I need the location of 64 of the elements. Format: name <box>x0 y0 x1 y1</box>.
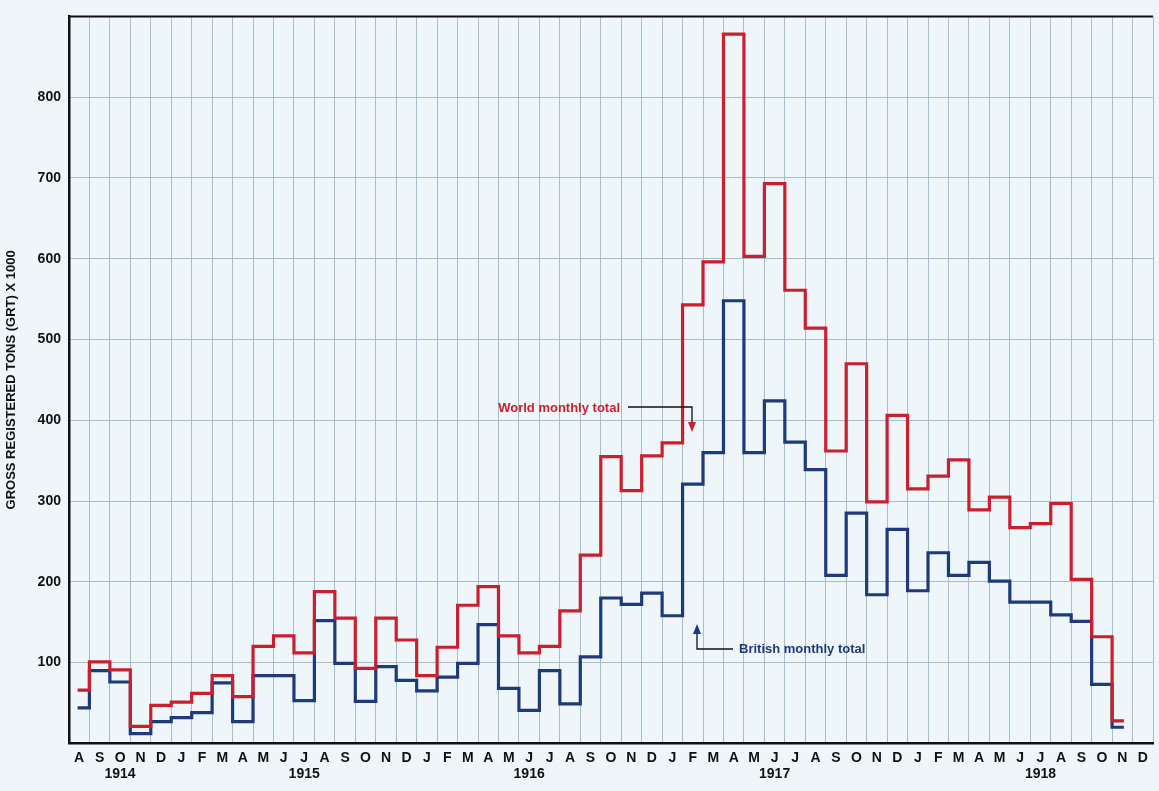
x-tick-label: M <box>707 748 720 765</box>
x-tick-label: M <box>257 748 270 765</box>
x-tick-label: J <box>1016 748 1024 765</box>
x-tick-label: M <box>216 748 229 765</box>
x-tick-label: N <box>626 748 637 765</box>
x-tick-label: A <box>810 748 821 765</box>
x-tick-label: M <box>461 748 474 765</box>
x-tick-label: M <box>993 748 1006 765</box>
x-tick-label: J 1918 <box>1024 748 1057 782</box>
x-tick-label: N <box>871 748 882 765</box>
x-tick-label: O <box>1096 748 1108 765</box>
x-tick-label: J <box>791 748 799 765</box>
y-tick-label: 500 <box>37 330 62 347</box>
x-tick-label: F <box>688 748 698 765</box>
x-tick-label: A <box>74 748 85 765</box>
x-tick-label: J <box>913 748 922 765</box>
x-tick-label: J 1917 <box>759 748 791 782</box>
x-tick-label: J <box>668 748 677 765</box>
x-tick-label: N <box>135 748 146 765</box>
x-tick-label: A <box>237 748 248 765</box>
y-tick-label: 400 <box>37 411 62 428</box>
y-tick-label: 700 <box>37 168 62 185</box>
x-tick-label: D <box>401 748 412 765</box>
x-tick-label: J <box>545 748 554 765</box>
x-tick-label: S <box>831 748 841 765</box>
x-tick-label: J 1915 <box>288 748 320 782</box>
x-tick-label: A <box>728 748 739 765</box>
x-tick-label: D <box>155 748 167 765</box>
y-tick-label: 800 <box>37 88 62 105</box>
y-tick-label: 100 <box>37 653 62 670</box>
x-tick-label: J 1916 <box>513 748 545 782</box>
x-tick-label: O <box>360 748 372 765</box>
x-tick-label: D <box>892 748 903 765</box>
x-tick-label: M <box>502 748 515 765</box>
x-tick-label: J <box>177 748 186 765</box>
y-tick-label: 600 <box>37 249 62 266</box>
x-tick-label: D <box>646 748 657 765</box>
x-tick-label: D <box>1137 748 1148 765</box>
x-tick-label: O <box>850 748 862 765</box>
x-tick-label: S <box>1076 748 1087 765</box>
x-tick-label: J <box>279 748 288 765</box>
x-tick-label: A <box>565 748 576 765</box>
x-tick-label: A <box>483 748 494 765</box>
x-tick-label: S <box>340 748 350 765</box>
x-tick-label: S <box>94 748 105 765</box>
y-axis-title: GROSS REGISTERED TONS (GRT) X 1000 <box>3 250 19 510</box>
x-tick-label: A <box>319 748 330 765</box>
y-tick-label: 300 <box>37 491 62 508</box>
x-tick-label: S <box>585 748 596 765</box>
x-tick-label: M <box>748 748 760 765</box>
x-tick-label: A <box>974 748 985 765</box>
x-tick-label: O 1914 <box>104 748 136 782</box>
y-tick-label: 200 <box>37 572 62 589</box>
x-tick-label: N <box>1117 748 1128 765</box>
text: World monthly total <box>498 399 620 415</box>
x-tick-label: F <box>443 748 453 765</box>
x-tick-label: M <box>952 748 965 765</box>
x-tick-label: O <box>605 748 617 765</box>
text: British monthly total <box>739 640 866 656</box>
x-tick-label: F <box>933 748 943 765</box>
x-tick-label: N <box>380 748 392 765</box>
x-tick-label: J <box>423 748 431 765</box>
x-tick-label: A <box>1055 748 1067 765</box>
x-tick-label: F <box>197 748 207 765</box>
